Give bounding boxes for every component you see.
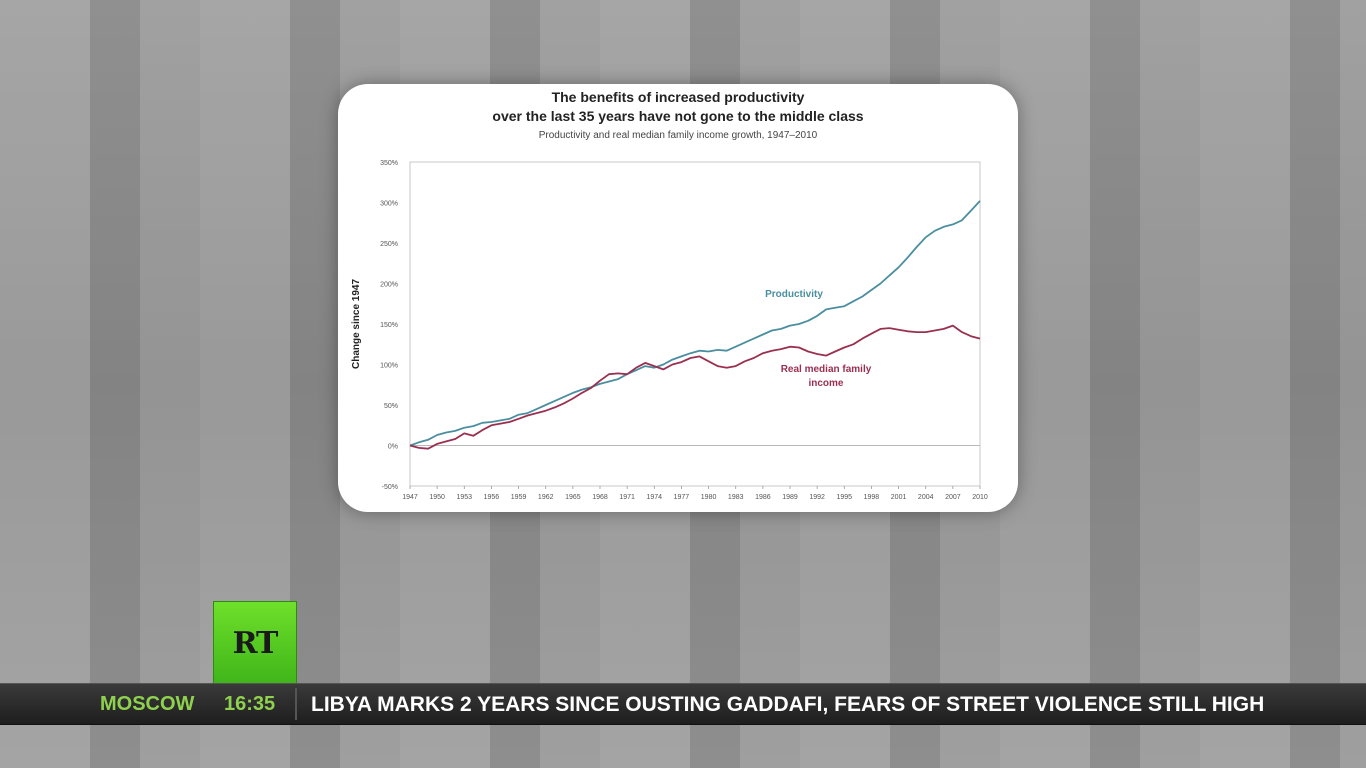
plot-area (409, 161, 981, 487)
x-tick-label: 1950 (429, 494, 445, 501)
x-tick-label: 1965 (565, 494, 581, 501)
y-tick-label: 200% (380, 282, 398, 289)
y-tick-label: 50% (384, 403, 398, 410)
x-tick-label: 1992 (809, 494, 825, 501)
ticker-headline: LIBYA MARKS 2 YEARS SINCE OUSTING GADDAF… (311, 693, 1265, 716)
x-tick-label: 1998 (864, 494, 880, 501)
y-tick-label: 150% (380, 322, 398, 329)
line-chart: -50% 0% 50% 100% 150% 200% 250% 300% 350% 1947 195… (351, 160, 988, 501)
y-tick-label: -50% (382, 484, 398, 491)
median-income-label-line-2: income (808, 378, 843, 389)
x-tick-label: 2007 (945, 494, 961, 501)
x-tick-label: 2001 (891, 494, 907, 501)
ticker-city: MOSCOW (100, 693, 195, 715)
ticker-time: 16:35 (224, 693, 276, 715)
y-tick-label: 100% (380, 363, 398, 370)
x-tick-label: 1983 (728, 494, 744, 501)
y-tick-label: 250% (380, 241, 398, 248)
x-tick-label: 2010 (972, 494, 988, 501)
median-income-label-line-1: Real median family (781, 364, 872, 375)
x-tick-label: 1971 (619, 494, 635, 501)
chart-panel: The benefits of increased productivity o… (338, 84, 1018, 512)
y-axis-label: Change since 1947 (351, 279, 362, 369)
x-tick-label: 1953 (456, 494, 472, 501)
x-tick-label: 1995 (836, 494, 852, 501)
y-tick-label: 0% (388, 444, 398, 451)
series-line-median-family-income (409, 324, 981, 450)
x-tick-label: 1947 (402, 494, 418, 501)
y-tick-label: 350% (380, 160, 398, 167)
chart-title-line-2: over the last 35 years have not gone to … (492, 108, 864, 124)
x-tick-label: 1959 (511, 494, 527, 501)
x-tick-label: 1977 (674, 494, 690, 501)
ticker-divider (295, 688, 297, 720)
series-line-productivity (409, 200, 981, 447)
x-tick-label: 1956 (484, 494, 500, 501)
chart-subtitle: Productivity and real median family inco… (538, 130, 818, 141)
news-ticker: MOSCOW 16:35 LIBYA MARKS 2 YEARS SINCE O… (0, 683, 1366, 725)
chart-title-line-1: The benefits of increased productivity (551, 89, 805, 105)
x-tick-label: 1989 (782, 494, 798, 501)
x-tick-label: 2004 (918, 494, 934, 501)
productivity-label: Productivity (765, 289, 823, 300)
rt-logo: RT (213, 601, 297, 685)
x-tick-label: 1980 (701, 494, 717, 501)
x-tick-label: 1974 (646, 494, 662, 501)
rt-logo-text: RT (232, 626, 279, 661)
x-tick-label: 1962 (538, 494, 554, 501)
x-tick-label: 1986 (755, 494, 771, 501)
background-decoration (10, 300, 21, 345)
x-tick-label: 1968 (592, 494, 608, 501)
y-tick-label: 300% (380, 201, 398, 208)
